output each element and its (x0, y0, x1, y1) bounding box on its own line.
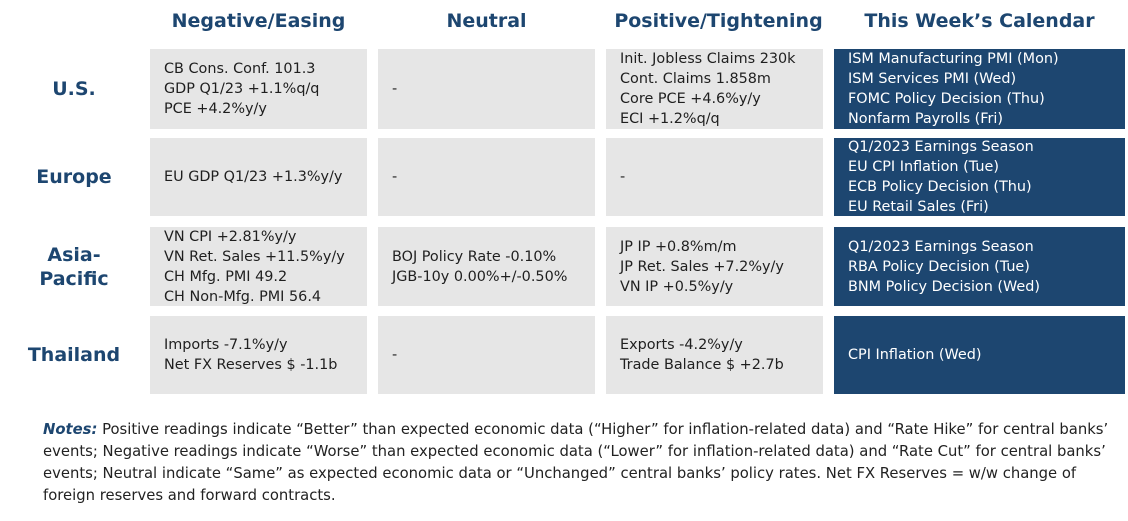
region-label-asia-pacific: Asia- Pacific (18, 227, 130, 306)
region-label-line: U.S. (52, 78, 96, 100)
cell-line: - (392, 347, 398, 363)
notes-paragraph: Notes: Positive readings indicate “Bette… (43, 419, 1113, 507)
cell-line: ECI +1.2%q/q (620, 111, 720, 127)
cell-asia-pacific-calendar: Q1/2023 Earnings Season RBA Policy Decis… (834, 227, 1125, 306)
region-label-line: Pacific (39, 267, 109, 290)
cell-line: Cont. Claims 1.858m (620, 71, 771, 87)
calendar-event: ECB Policy Decision (Thu) (848, 179, 1032, 195)
notes-label: Notes: (43, 421, 98, 438)
cell-line: Imports -7.1%y/y (164, 337, 288, 353)
cell-line: - (392, 169, 398, 185)
cell-thailand-calendar: CPI Inflation (Wed) (834, 316, 1125, 394)
cell-line: JP IP +0.8%m/m (620, 238, 737, 255)
cell-thailand-negative: Imports -7.1%y/y Net FX Reserves $ -1.1b (150, 316, 367, 394)
cell-line: Net FX Reserves $ -1.1b (164, 357, 338, 373)
cell-us-calendar: ISM Manufacturing PMI (Mon) ISM Services… (834, 49, 1125, 129)
calendar-event: Q1/2023 Earnings Season (848, 139, 1034, 155)
cell-line: Init. Jobless Claims 230k (620, 51, 796, 67)
calendar-event: Q1/2023 Earnings Season (848, 238, 1034, 255)
cell-europe-neutral: - (378, 138, 595, 216)
cell-asia-pacific-neutral: BOJ Policy Rate -0.10% JGB-10y 0.00%+/-0… (378, 227, 595, 306)
region-label-line: Asia- (47, 243, 101, 266)
calendar-event: EU CPI Inflation (Tue) (848, 159, 999, 175)
region-label-line: Thailand (27, 344, 121, 366)
header-positive-tightening: Positive/Tightening (614, 10, 823, 32)
region-label-europe: Europe (18, 138, 130, 216)
cell-line: EU GDP Q1/23 +1.3%y/y (164, 169, 343, 185)
header-neutral: Neutral (446, 10, 527, 32)
cell-line: - (620, 169, 626, 185)
cell-europe-calendar: Q1/2023 Earnings Season EU CPI Inflation… (834, 138, 1125, 216)
calendar-event: FOMC Policy Decision (Thu) (848, 91, 1045, 107)
header-negative-easing: Negative/Easing (171, 10, 346, 32)
cell-line: BOJ Policy Rate -0.10% (392, 248, 557, 265)
calendar-event: RBA Policy Decision (Tue) (848, 258, 1030, 275)
cell-line: CB Cons. Conf. 101.3 (164, 61, 316, 77)
cell-line: Trade Balance $ +2.7b (620, 357, 784, 373)
cell-line: JGB-10y 0.00%+/-0.50% (392, 268, 568, 285)
calendar-event: EU Retail Sales (Fri) (848, 199, 989, 215)
cell-thailand-positive: Exports -4.2%y/y Trade Balance $ +2.7b (606, 316, 823, 394)
cell-us-negative: CB Cons. Conf. 101.3 GDP Q1/23 +1.1%q/q … (150, 49, 367, 129)
cell-asia-pacific-negative: VN CPI +2.81%y/y VN Ret. Sales +11.5%y/y… (150, 227, 367, 306)
cell-line: JP Ret. Sales +7.2%y/y (620, 258, 784, 275)
cell-line: VN IP +0.5%y/y (620, 278, 734, 295)
region-label-us: U.S. (18, 49, 130, 129)
cell-line: VN Ret. Sales +11.5%y/y (164, 248, 345, 265)
cell-line: PCE +4.2%y/y (164, 101, 267, 117)
cell-line: CH Non-Mfg. PMI 56.4 (164, 288, 322, 305)
cell-line: - (392, 81, 398, 97)
cell-line: VN CPI +2.81%y/y (164, 228, 297, 245)
calendar-event: ISM Services PMI (Wed) (848, 71, 1017, 87)
cell-asia-pacific-positive: JP IP +0.8%m/m JP Ret. Sales +7.2%y/y VN… (606, 227, 823, 306)
cell-line: Exports -4.2%y/y (620, 337, 743, 353)
cell-thailand-neutral: - (378, 316, 595, 394)
cell-europe-negative: EU GDP Q1/23 +1.3%y/y (150, 138, 367, 216)
cell-line: Core PCE +4.6%y/y (620, 91, 761, 107)
cell-europe-positive: - (606, 138, 823, 216)
calendar-event: Nonfarm Payrolls (Fri) (848, 111, 1004, 127)
cell-line: CH Mfg. PMI 49.2 (164, 268, 288, 285)
region-label-line: Europe (36, 166, 112, 188)
notes-text: Positive readings indicate “Better” than… (43, 421, 1109, 504)
calendar-event: CPI Inflation (Wed) (848, 347, 982, 363)
region-label-thailand: Thailand (18, 316, 130, 394)
calendar-event: ISM Manufacturing PMI (Mon) (848, 51, 1059, 67)
header-this-weeks-calendar: This Week’s Calendar (864, 10, 1095, 32)
cell-us-positive: Init. Jobless Claims 230k Cont. Claims 1… (606, 49, 823, 129)
calendar-event: BNM Policy Decision (Wed) (848, 278, 1041, 295)
cell-us-neutral: - (378, 49, 595, 129)
cell-line: GDP Q1/23 +1.1%q/q (164, 81, 320, 97)
